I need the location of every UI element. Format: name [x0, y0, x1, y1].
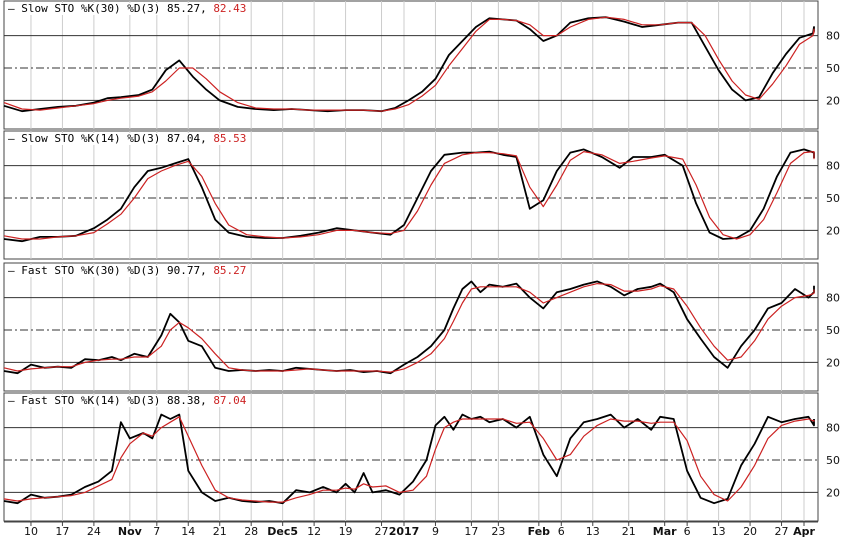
x-tick-label: Dec5: [267, 525, 298, 538]
x-tick-label: 2017: [389, 525, 420, 538]
x-tick-label: 13: [586, 525, 600, 538]
x-axis: 10 17 24 Nov 7 14 21 28 Dec5 12 19 27 2017 9 17 23 Feb 6 1…: [4, 521, 818, 538]
x-tick-label: 14: [181, 525, 195, 538]
x-tick-label: 27: [775, 525, 789, 538]
x-tick-label: 6: [684, 525, 691, 538]
x-tick-label: 21: [213, 525, 227, 538]
x-tick-label: 24: [87, 525, 101, 538]
x-tick-label: 9: [432, 525, 439, 538]
x-tick-label: 19: [339, 525, 353, 538]
panel-title-text: Slow STO %K(30) %D(3): [15, 2, 167, 15]
d-value: 87.04: [213, 394, 246, 407]
x-tick-label: Apr: [793, 525, 815, 538]
d-value: 85.27: [213, 264, 246, 277]
legend-k-swatch: —: [8, 264, 15, 277]
x-tick-label: 6: [558, 525, 565, 538]
y-tick-label: 20: [826, 486, 840, 499]
d-value: 82.43: [213, 2, 246, 15]
legend-k-swatch: —: [8, 132, 15, 145]
panel-title: — Fast STO %K(30) %D(3) 90.77, 85.27: [8, 264, 246, 277]
y-tick-label: 80: [826, 160, 840, 173]
panel-title-bg: [6, 133, 244, 145]
d-line: [3, 151, 815, 240]
x-tick-label: Nov: [118, 525, 143, 538]
x-tick-label: 12: [307, 525, 321, 538]
panel-frame: [3, 392, 819, 522]
k-value: 85.27,: [167, 2, 213, 15]
y-tick-label: 20: [826, 94, 840, 107]
k-line: [3, 148, 815, 243]
d-line: [3, 16, 815, 112]
x-tick-label: 20: [743, 525, 757, 538]
k-line: [3, 16, 815, 113]
sto-panel-1: 20 50 80 — Slow STO %K(30) %D(3) 85.27, 82.…: [3, 0, 840, 130]
x-tick-label: 21: [622, 525, 636, 538]
d-value: 85.53: [213, 132, 246, 145]
legend-k-swatch: —: [8, 2, 15, 15]
sto-panel-4: 20 50 80 — Fast STO %K(14) %D(3) 88.38, 87.…: [3, 392, 840, 522]
legend-k-swatch: —: [8, 394, 15, 407]
x-tick-label: 7: [153, 525, 160, 538]
k-value: 90.77,: [167, 264, 213, 277]
sto-panel-2: 20 50 80 — Slow STO %K(14) %D(3) 87.04, 85.…: [3, 130, 840, 260]
panel-frame: [3, 262, 819, 392]
panel-title: — Slow STO %K(14) %D(3) 87.04, 85.53: [8, 132, 246, 145]
y-tick-label: 80: [826, 30, 840, 43]
panel-frame: [3, 130, 819, 260]
panel-title-text: Slow STO %K(14) %D(3): [15, 132, 167, 145]
y-tick-label: 50: [826, 454, 840, 467]
panel-title: — Fast STO %K(14) %D(3) 88.38, 87.04: [8, 394, 247, 407]
panel-title-bg: [6, 3, 244, 15]
x-tick-label: 28: [244, 525, 258, 538]
k-value: 87.04,: [167, 132, 213, 145]
x-tick-label: 17: [55, 525, 69, 538]
d-line: [3, 416, 815, 503]
panel-frame: [3, 0, 819, 130]
x-tick-label: 17: [464, 525, 478, 538]
panel-title-bg: [6, 265, 244, 277]
y-tick-label: 50: [826, 324, 840, 337]
y-tick-label: 50: [826, 192, 840, 205]
panel-title: — Slow STO %K(30) %D(3) 85.27, 82.43: [8, 2, 246, 15]
panel-title-text: Fast STO %K(14) %D(3): [15, 394, 167, 407]
k-line: [3, 413, 815, 505]
x-tick-label: 13: [712, 525, 726, 538]
x-tick-label: 10: [24, 525, 38, 538]
d-line: [3, 283, 815, 373]
y-tick-label: 80: [826, 292, 840, 305]
x-tick-label: 27: [375, 525, 389, 538]
y-tick-label: 50: [826, 62, 840, 75]
y-tick-label: 80: [826, 422, 840, 435]
sto-panel-3: 20 50 80 — Fast STO %K(30) %D(3) 90.77, 85.…: [3, 262, 840, 392]
panel-title-text: Fast STO %K(30) %D(3): [15, 264, 167, 277]
y-tick-label: 20: [826, 356, 840, 369]
y-tick-label: 20: [826, 224, 840, 237]
x-tick-label: 23: [491, 525, 505, 538]
k-value: 88.38,: [167, 394, 213, 407]
panel-title-bg: [6, 395, 244, 407]
x-tick-label: Mar: [653, 525, 677, 538]
x-tick-label: Feb: [528, 525, 551, 538]
